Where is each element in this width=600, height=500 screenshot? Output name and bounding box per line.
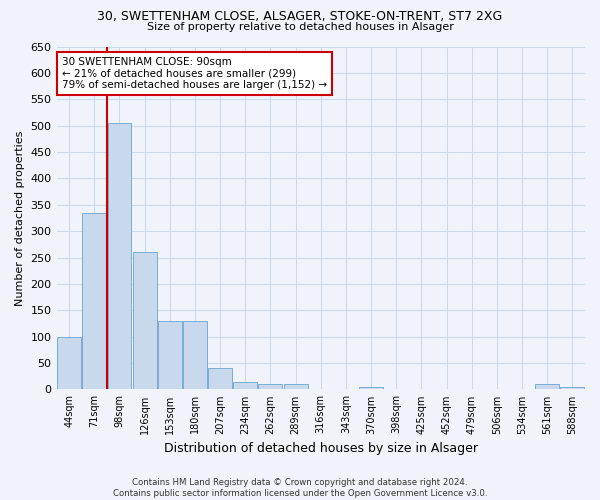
Text: Contains HM Land Registry data © Crown copyright and database right 2024.
Contai: Contains HM Land Registry data © Crown c… — [113, 478, 487, 498]
Bar — [284, 384, 308, 390]
Text: Size of property relative to detached houses in Alsager: Size of property relative to detached ho… — [146, 22, 454, 32]
Bar — [535, 384, 559, 390]
Bar — [158, 321, 182, 390]
Bar — [82, 212, 106, 390]
Bar — [560, 387, 584, 390]
Bar — [359, 387, 383, 390]
X-axis label: Distribution of detached houses by size in Alsager: Distribution of detached houses by size … — [164, 442, 478, 455]
Bar — [133, 252, 157, 390]
Text: 30, SWETTENHAM CLOSE, ALSAGER, STOKE-ON-TRENT, ST7 2XG: 30, SWETTENHAM CLOSE, ALSAGER, STOKE-ON-… — [97, 10, 503, 23]
Bar — [233, 382, 257, 390]
Bar — [183, 321, 207, 390]
Bar — [208, 368, 232, 390]
Bar — [107, 123, 131, 390]
Bar — [259, 384, 283, 390]
Y-axis label: Number of detached properties: Number of detached properties — [15, 130, 25, 306]
Text: 30 SWETTENHAM CLOSE: 90sqm
← 21% of detached houses are smaller (299)
79% of sem: 30 SWETTENHAM CLOSE: 90sqm ← 21% of deta… — [62, 57, 327, 90]
Bar — [57, 336, 81, 390]
